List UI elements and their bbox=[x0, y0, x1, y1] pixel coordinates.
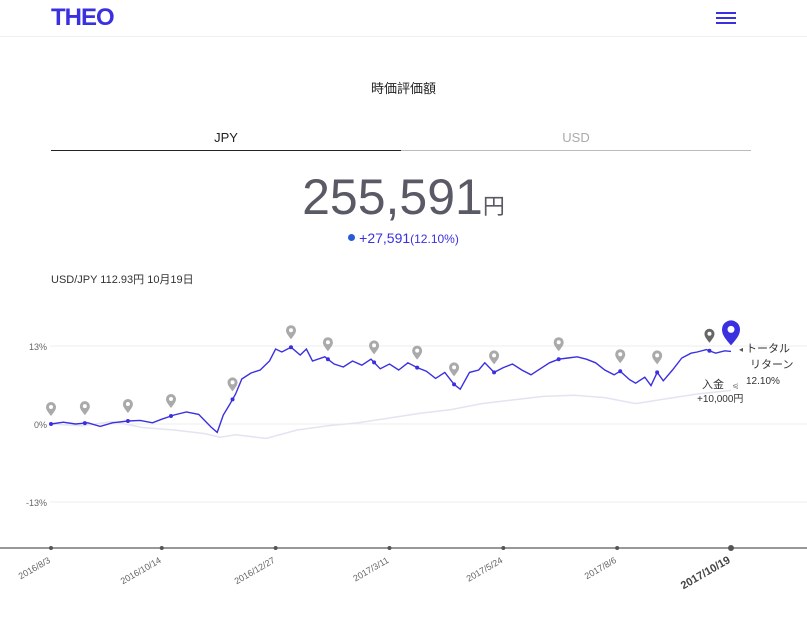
deposit-point bbox=[325, 357, 330, 362]
deposit-point bbox=[169, 414, 173, 419]
total-return-label-line2: リターン bbox=[750, 358, 793, 371]
deposit-point bbox=[556, 357, 561, 362]
valuation-unit: 円 bbox=[482, 194, 505, 219]
pin-center bbox=[125, 402, 130, 406]
y-tick-label: 0% bbox=[34, 420, 47, 430]
x-tick-label: 2017/5/24 bbox=[465, 555, 505, 584]
tab-usd[interactable]: USD bbox=[401, 128, 751, 151]
tab-jpy[interactable]: JPY bbox=[51, 128, 401, 151]
performance-chart[interactable]: 13% 0% -13% 2016/8/3 2016/10/14 2016/12/27 20… bbox=[0, 300, 807, 618]
total-return-label-line1: トータル bbox=[746, 342, 790, 355]
pin-center bbox=[82, 404, 87, 409]
deposit-amount: +10,000円 bbox=[697, 394, 743, 405]
fx-rate: USD/JPY 112.93円 10月19日 bbox=[51, 274, 194, 286]
pin-center bbox=[556, 340, 561, 345]
y-tick-label: -13% bbox=[26, 498, 47, 508]
deposit-point bbox=[230, 397, 235, 402]
deposit-point bbox=[655, 370, 660, 375]
return-pointer-icon: ◂ bbox=[739, 345, 743, 354]
x-tick-dot bbox=[728, 545, 734, 551]
deposit-point bbox=[372, 360, 377, 365]
location-pin-icon bbox=[553, 337, 564, 352]
page-title: 時価評価額 bbox=[370, 81, 436, 96]
portfolio-line bbox=[50, 346, 732, 434]
x-tick-dot bbox=[49, 546, 53, 550]
x-tick-dot bbox=[615, 546, 620, 550]
pin-center bbox=[655, 353, 660, 358]
deposit-label: 入金 bbox=[702, 377, 724, 391]
total-return-value: 12.10% bbox=[746, 376, 780, 387]
pin-center bbox=[289, 328, 293, 333]
deposit-point bbox=[452, 382, 457, 387]
pin-center bbox=[49, 405, 53, 409]
deposit-point bbox=[125, 419, 130, 423]
x-tick-dot bbox=[159, 546, 164, 550]
deposit-point bbox=[49, 422, 53, 426]
change-percent: (12.10%) bbox=[410, 232, 459, 246]
benchmark-line bbox=[50, 389, 732, 440]
deposit-point bbox=[618, 369, 623, 374]
deposit-point bbox=[289, 345, 293, 350]
x-tick-label: 2016/12/27 bbox=[233, 555, 277, 586]
active-pin-center bbox=[727, 325, 735, 333]
x-tick-dot bbox=[387, 546, 392, 550]
pin-center bbox=[415, 348, 420, 353]
pin-center bbox=[618, 352, 623, 357]
deposit-point bbox=[707, 348, 712, 353]
x-tick-label: 2016/10/14 bbox=[119, 555, 163, 586]
pin-center bbox=[372, 343, 377, 348]
pin-center bbox=[707, 331, 712, 336]
x-tick-label: 2017/3/11 bbox=[351, 555, 390, 583]
pin-center bbox=[230, 380, 235, 385]
location-pin-icon bbox=[79, 401, 90, 416]
header: THEO bbox=[0, 0, 807, 37]
location-pin-icon bbox=[227, 377, 238, 392]
x-tick-label: 2017/10/19 bbox=[679, 554, 733, 592]
pin-center bbox=[452, 365, 457, 370]
y-tick-label: 13% bbox=[29, 342, 47, 352]
location-pin-icon bbox=[286, 325, 296, 340]
change-dot-icon bbox=[348, 234, 356, 241]
currency-tabs: JPY USD bbox=[51, 128, 751, 152]
pin-center bbox=[169, 397, 173, 402]
pin-center bbox=[325, 340, 330, 345]
x-tick-label: 2016/8/3 bbox=[17, 555, 52, 581]
location-pin-icon bbox=[322, 337, 333, 352]
deposit-icon: ⩿ bbox=[732, 381, 739, 390]
location-pin-icon bbox=[615, 349, 626, 364]
valuation-number: 255,591 bbox=[302, 169, 483, 225]
x-tick-dot bbox=[273, 546, 278, 550]
pin-center bbox=[492, 353, 497, 358]
theo-logo[interactable]: THEO bbox=[51, 4, 115, 31]
valuation-change: +27,591(12.10%) bbox=[0, 230, 807, 246]
x-tick-label: 2017/8/6 bbox=[583, 555, 618, 581]
change-amount: +27,591 bbox=[359, 230, 411, 246]
valuation-amount: 255,591円 bbox=[0, 168, 807, 226]
deposit-point bbox=[492, 370, 497, 375]
deposit-point bbox=[415, 365, 420, 370]
hamburger-menu-icon[interactable] bbox=[716, 12, 736, 26]
location-pin-icon bbox=[412, 345, 423, 360]
deposit-point bbox=[82, 421, 87, 426]
x-tick-dot bbox=[501, 546, 506, 550]
